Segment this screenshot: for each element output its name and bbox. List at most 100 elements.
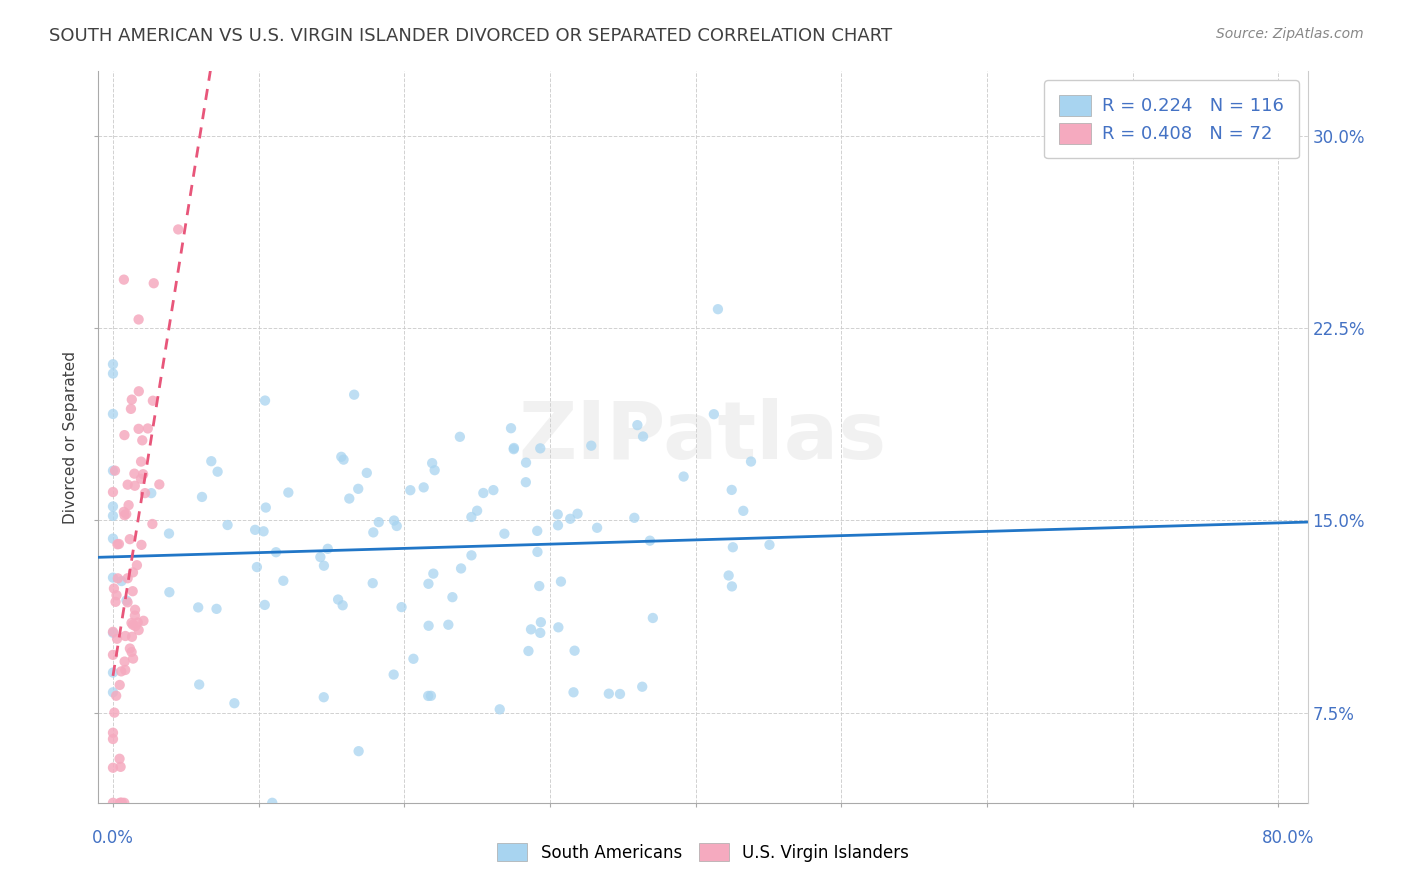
Point [101, 367, 124, 381]
Point [167, 222, 190, 236]
Text: 80.0%: 80.0% [1263, 829, 1315, 847]
Point [623, 511, 645, 525]
Point [224, 696, 246, 710]
Point [142, 277, 165, 291]
Point [114, 655, 136, 669]
Point [721, 541, 744, 555]
Point [121, 645, 143, 659]
Point [101, 407, 124, 421]
Point [418, 576, 440, 591]
Point [110, 796, 132, 810]
Point [626, 418, 648, 433]
Point [117, 571, 139, 585]
Point [253, 598, 276, 612]
Point [520, 623, 543, 637]
Point [262, 796, 284, 810]
Point [107, 571, 129, 585]
Point [277, 485, 299, 500]
Point [450, 561, 472, 575]
Point [110, 574, 132, 588]
Point [128, 312, 150, 326]
Point [437, 617, 460, 632]
Point [332, 452, 354, 467]
Point [515, 456, 537, 470]
Point [118, 532, 141, 546]
Point [105, 689, 128, 703]
Point [703, 407, 725, 421]
Point [252, 524, 274, 539]
Point [550, 574, 572, 589]
Point [316, 541, 339, 556]
Point [101, 796, 124, 810]
Point [503, 441, 526, 455]
Point [129, 454, 152, 468]
Point [121, 615, 143, 630]
Point [243, 523, 266, 537]
Point [382, 514, 405, 528]
Point [108, 796, 131, 810]
Point [114, 629, 136, 643]
Point [361, 576, 384, 591]
Point [124, 603, 146, 617]
Point [136, 421, 159, 435]
Point [526, 545, 548, 559]
Point [246, 560, 269, 574]
Point [631, 680, 654, 694]
Point [131, 434, 153, 448]
Point [488, 702, 510, 716]
Point [529, 579, 551, 593]
Point [465, 504, 488, 518]
Point [347, 482, 370, 496]
Point [105, 588, 128, 602]
Text: Source: ZipAtlas.com: Source: ZipAtlas.com [1216, 27, 1364, 41]
Point [121, 630, 143, 644]
Point [586, 521, 609, 535]
Point [330, 450, 353, 464]
Point [529, 442, 551, 456]
Point [499, 421, 522, 435]
Point [124, 619, 146, 633]
Point [332, 599, 354, 613]
Point [131, 538, 153, 552]
Point [598, 687, 620, 701]
Point [418, 689, 440, 703]
Point [740, 454, 762, 468]
Point [120, 401, 142, 416]
Point [141, 486, 163, 500]
Point [128, 623, 150, 637]
Point [111, 796, 134, 810]
Point [672, 469, 695, 483]
Text: SOUTH AMERICAN VS U.S. VIRGIN ISLANDER DIVORCED OR SEPARATED CORRELATION CHART: SOUTH AMERICAN VS U.S. VIRGIN ISLANDER D… [49, 27, 893, 45]
Point [422, 566, 444, 581]
Point [101, 761, 124, 775]
Legend: R = 0.224   N = 116, R = 0.408   N = 72: R = 0.224 N = 116, R = 0.408 N = 72 [1045, 80, 1299, 158]
Point [529, 625, 551, 640]
Point [134, 486, 156, 500]
Point [530, 615, 553, 630]
Text: ZIPatlas: ZIPatlas [519, 398, 887, 476]
Point [412, 480, 434, 494]
Point [337, 491, 360, 506]
Point [264, 545, 287, 559]
Point [441, 590, 464, 604]
Point [112, 505, 135, 519]
Point [207, 465, 229, 479]
Point [391, 600, 413, 615]
Point [205, 602, 228, 616]
Point [217, 518, 239, 533]
Point [402, 652, 425, 666]
Point [517, 644, 540, 658]
Point [254, 393, 277, 408]
Point [101, 625, 124, 640]
Point [118, 641, 141, 656]
Point [104, 464, 127, 478]
Point [638, 533, 661, 548]
Point [547, 620, 569, 634]
Point [129, 472, 152, 486]
Point [101, 464, 124, 478]
Point [420, 456, 443, 470]
Point [385, 519, 408, 533]
Point [399, 483, 422, 498]
Point [101, 665, 124, 680]
Point [560, 512, 582, 526]
